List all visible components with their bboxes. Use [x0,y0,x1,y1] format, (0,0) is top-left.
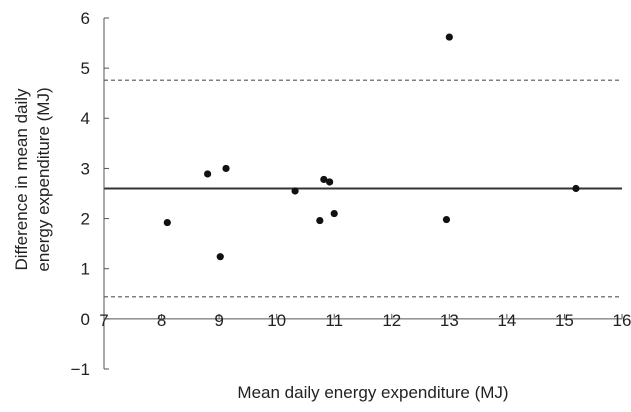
y-axis-label-line-1: Difference in mean daily [12,88,31,271]
y-tick-label: 5 [81,59,90,78]
reference-lines [104,79,622,298]
x-tick-label: 13 [440,311,459,330]
x-tick-label: 14 [497,311,516,330]
x-tick-label: 15 [555,311,574,330]
data-point [320,175,328,184]
x-axis-label: Mean daily energy expenditure (MJ) [237,383,508,402]
data-point [445,33,453,41]
data-point [204,170,212,178]
x-tick-label: 9 [214,311,223,330]
y-tick-label: 4 [81,109,90,128]
data-point [216,253,224,261]
x-tick-label: 10 [267,311,286,330]
x-tick-label: 8 [157,311,166,330]
data-point [572,184,580,193]
x-tick-label: 7 [99,311,108,330]
data-points [163,33,580,261]
axes [103,18,622,369]
data-point [330,209,338,218]
y-axis-label: Difference in mean daily energy expendit… [12,87,53,271]
y-tick-label: −1 [71,360,90,379]
y-axis-label-line-2: energy expenditure (MJ) [34,87,53,271]
x-tick-label: 11 [325,311,343,330]
data-point [163,218,171,227]
x-ticks: 7 8 9 10 11 12 13 14 15 16 [99,311,631,330]
data-point [316,216,324,225]
data-point [326,178,334,186]
x-tick-label: 12 [382,311,401,330]
y-tick-label: 2 [81,210,90,229]
y-tick-label: 6 [81,9,90,28]
data-point [291,187,299,195]
data-point [222,164,230,173]
y-tick-label: 1 [81,260,90,279]
y-tick-label: 0 [81,310,90,329]
y-tick-label: 3 [81,159,90,178]
data-point [442,215,451,224]
x-tick-label: 16 [613,311,631,330]
y-ticks: −1 0 1 2 3 4 5 6 [71,9,109,379]
